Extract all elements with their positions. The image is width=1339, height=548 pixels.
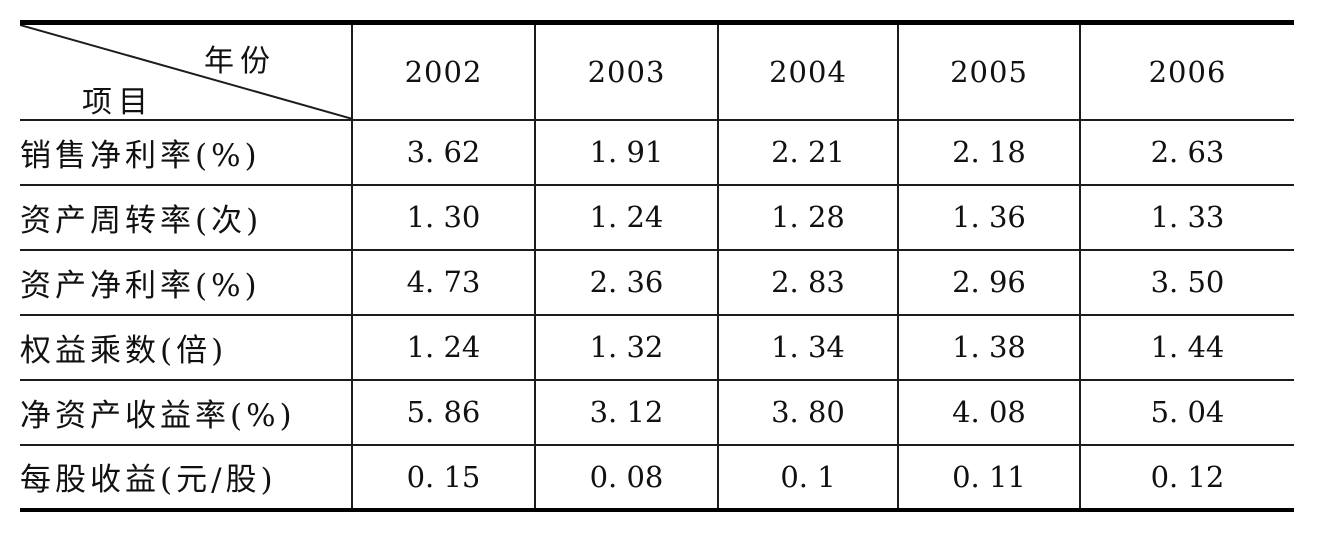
corner-label-year: 年份 (204, 44, 276, 79)
year-header-2002: 2002 (351, 22, 536, 121)
table-row-net-profit-margin: 销售净利率(%) 3. 62 1. 91 2. 21 2. 18 2. 63 (20, 118, 1294, 186)
year-header-2006: 2006 (1079, 22, 1294, 121)
row-label: 资产周转率(次) (20, 183, 353, 251)
table-cell: 2. 18 (897, 118, 1081, 186)
table-cell: 5. 86 (351, 378, 536, 446)
corner-header-cell: 年份 项目 (20, 22, 353, 121)
table-cell: 0. 08 (534, 443, 719, 510)
table-cell: 0. 1 (717, 443, 899, 510)
table-row-return-on-equity: 净资产收益率(%) 5. 86 3. 12 3. 80 4. 08 5. 04 (20, 378, 1294, 446)
corner-label-item: 项目 (82, 85, 154, 120)
table-cell: 2. 96 (897, 248, 1081, 316)
table-cell: 1. 91 (534, 118, 719, 186)
table-cell: 2. 83 (717, 248, 899, 316)
table-cell: 1. 34 (717, 313, 899, 381)
header-row: 年份 项目 2002 2003 2004 2005 2006 (20, 22, 1294, 121)
table-cell: 3. 62 (351, 118, 536, 186)
table-cell: 4. 73 (351, 248, 536, 316)
financial-ratios-table: 年份 项目 2002 2003 2004 2005 2006 销售净利率(%) … (20, 20, 1294, 512)
table-cell: 0. 15 (351, 443, 536, 510)
table-cell: 0. 12 (1079, 443, 1294, 510)
table-cell: 3. 12 (534, 378, 719, 446)
table-cell: 1. 32 (534, 313, 719, 381)
table-cell: 1. 38 (897, 313, 1081, 381)
table-cell: 3. 80 (717, 378, 899, 446)
year-header-2003: 2003 (534, 22, 719, 121)
diagonal-divider (20, 25, 351, 119)
table-cell: 3. 50 (1079, 248, 1294, 316)
table-row-equity-multiplier: 权益乘数(倍) 1. 24 1. 32 1. 34 1. 38 1. 44 (20, 313, 1294, 381)
table-row-earnings-per-share: 每股收益(元/股) 0. 15 0. 08 0. 1 0. 11 0. 12 (20, 443, 1294, 510)
table-cell: 1. 33 (1079, 183, 1294, 251)
table-cell: 1. 30 (351, 183, 536, 251)
table-row-asset-turnover: 资产周转率(次) 1. 30 1. 24 1. 28 1. 36 1. 33 (20, 183, 1294, 251)
row-label: 销售净利率(%) (20, 118, 353, 186)
table-cell: 2. 36 (534, 248, 719, 316)
table-cell: 5. 04 (1079, 378, 1294, 446)
table-row-return-on-assets: 资产净利率(%) 4. 73 2. 36 2. 83 2. 96 3. 50 (20, 248, 1294, 316)
table-cell: 1. 36 (897, 183, 1081, 251)
table-cell: 1. 44 (1079, 313, 1294, 381)
row-label: 每股收益(元/股) (20, 443, 353, 510)
table-cell: 1. 24 (534, 183, 719, 251)
table-cell: 4. 08 (897, 378, 1081, 446)
row-label: 权益乘数(倍) (20, 313, 353, 381)
year-header-2004: 2004 (717, 22, 899, 121)
row-label: 资产净利率(%) (20, 248, 353, 316)
table-cell: 1. 24 (351, 313, 536, 381)
table-cell: 2. 21 (717, 118, 899, 186)
table-cell: 2. 63 (1079, 118, 1294, 186)
table-cell: 0. 11 (897, 443, 1081, 510)
row-label: 净资产收益率(%) (20, 378, 353, 446)
year-header-2005: 2005 (897, 22, 1081, 121)
table-cell: 1. 28 (717, 183, 899, 251)
